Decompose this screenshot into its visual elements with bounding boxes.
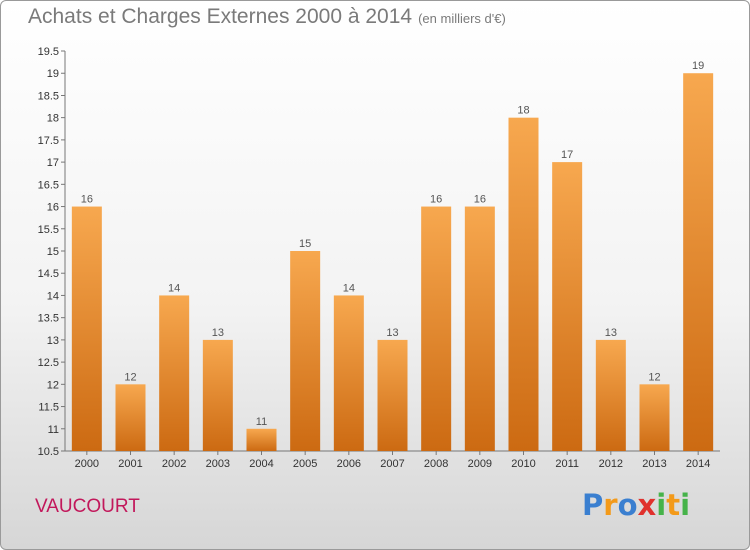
brand-letter: t — [666, 488, 681, 522]
x-tick-label: 2011 — [555, 458, 579, 470]
location-name: VAUCOURT — [35, 496, 140, 517]
bar-value-label: 12 — [124, 371, 136, 383]
y-tick-label: 18.5 — [38, 90, 59, 102]
bar — [115, 384, 146, 451]
brand-letter: o — [617, 488, 638, 522]
bar — [377, 339, 408, 451]
bar — [639, 384, 670, 451]
bar-value-label: 13 — [212, 327, 224, 339]
y-tick-label: 17.5 — [38, 135, 59, 147]
y-tick-label: 12 — [47, 379, 59, 391]
x-tick-label: 2014 — [686, 458, 710, 470]
bars: 16 12 14 13 11 15 14 13 16 16 18 17 13 12 19 — [71, 60, 714, 452]
y-tick-label: 16.5 — [38, 179, 59, 191]
bar-value-label: 15 — [299, 238, 311, 250]
bar-value-label: 16 — [430, 194, 442, 206]
y-tick-label: 15 — [47, 246, 59, 258]
x-tick-label: 2001 — [118, 458, 142, 470]
brand-letter: x — [637, 488, 657, 522]
x-tick-label: 2010 — [511, 458, 535, 470]
x-tick-label: 2002 — [162, 458, 186, 470]
x-tick-label: 2006 — [337, 458, 361, 470]
x-tick-label: 2003 — [206, 458, 230, 470]
bar-value-label: 12 — [648, 371, 660, 383]
y-tick-label: 13.5 — [38, 313, 59, 325]
bar — [290, 251, 321, 451]
x-tick-label: 2004 — [249, 458, 273, 470]
y-tick-label: 13 — [47, 335, 59, 347]
bar — [595, 339, 626, 451]
bar — [552, 162, 583, 451]
bar — [421, 206, 452, 451]
y-tick-label: 10.5 — [38, 446, 59, 458]
y-tick-label: 12.5 — [38, 357, 59, 369]
bar-value-label: 18 — [517, 105, 529, 117]
x-tick-label: 2007 — [380, 458, 404, 470]
chart-title-text: Achats et Charges Externes 2000 à 2014 — [28, 5, 413, 28]
x-tick-label: 2009 — [468, 458, 492, 470]
bar — [464, 206, 495, 451]
bar-value-label: 16 — [474, 194, 486, 206]
x-tick-label: 2008 — [424, 458, 448, 470]
brand-letter: r — [603, 488, 618, 522]
bar-value-label: 11 — [256, 416, 267, 428]
bar-value-label: 17 — [561, 149, 573, 161]
bar — [508, 117, 539, 452]
y-tick-label: 17 — [47, 157, 59, 169]
brand-logo: Proxiti — [582, 488, 690, 522]
bar-value-label: 14 — [343, 282, 355, 294]
y-tick-label: 15.5 — [38, 224, 59, 236]
bar-value-label: 19 — [692, 60, 704, 72]
bar — [246, 428, 277, 451]
bar-value-label: 16 — [81, 194, 93, 206]
brand-letter: P — [582, 488, 604, 522]
bar-value-label: 13 — [386, 327, 398, 339]
bar — [159, 295, 190, 451]
y-tick-label: 11.5 — [38, 402, 59, 414]
chart-subtitle: (en milliers d'€) — [418, 11, 506, 26]
bar-value-label: 13 — [605, 327, 617, 339]
y-tick-label: 18 — [47, 113, 59, 125]
y-tick-label: 11 — [48, 424, 59, 436]
bar-value-label: 14 — [168, 282, 180, 294]
y-tick-label: 14 — [47, 290, 59, 302]
y-tick-label: 16 — [47, 202, 59, 214]
x-tick-label: 2005 — [293, 458, 317, 470]
x-tick-label: 2013 — [642, 458, 666, 470]
x-tick-label: 2012 — [599, 458, 623, 470]
bar — [333, 295, 364, 451]
chart-title: Achats et Charges Externes 2000 à 2014 (e… — [28, 5, 506, 29]
bar — [71, 206, 102, 451]
y-tick-label: 19.5 — [38, 46, 59, 58]
y-tick-label: 19 — [47, 68, 59, 80]
bar — [202, 339, 233, 451]
brand-letter: i — [680, 488, 691, 522]
x-tick-label: 2000 — [75, 458, 99, 470]
y-tick-label: 14.5 — [38, 268, 59, 280]
bar — [683, 73, 714, 451]
brand-letter: i — [656, 488, 667, 522]
